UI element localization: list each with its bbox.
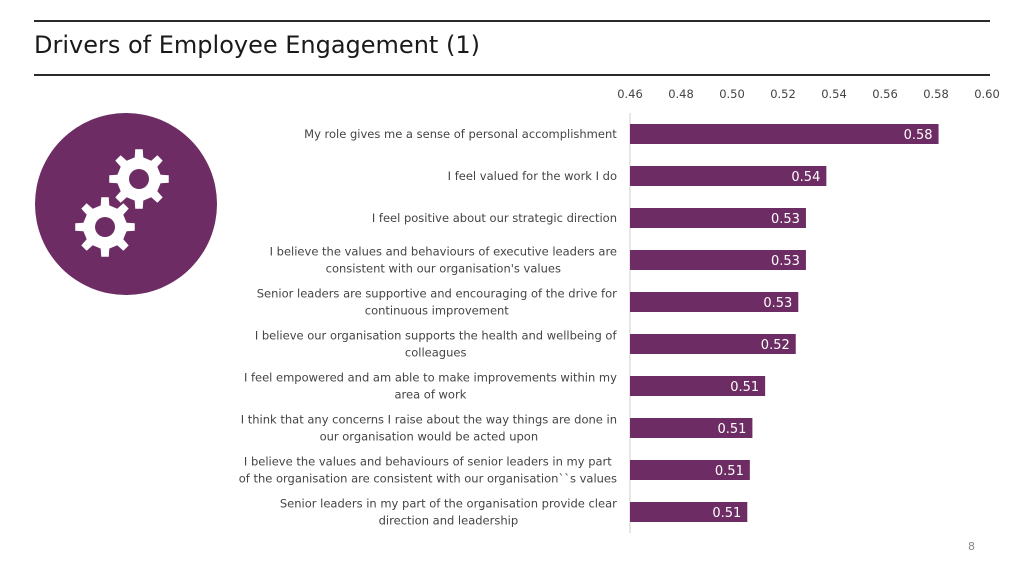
x-tick-label: 0.46 bbox=[617, 87, 643, 101]
bar bbox=[630, 502, 748, 522]
page-number: 8 bbox=[968, 540, 975, 553]
category-label: My role gives me a sense of personal acc… bbox=[304, 127, 617, 141]
bar bbox=[630, 250, 806, 270]
data-label: 0.53 bbox=[771, 254, 800, 269]
x-tick-label: 0.58 bbox=[923, 87, 949, 101]
bar bbox=[630, 292, 799, 312]
bar bbox=[630, 334, 796, 354]
category-label: I feel positive about our strategic dire… bbox=[372, 211, 617, 225]
title-underline bbox=[34, 74, 990, 76]
x-tick-label: 0.48 bbox=[668, 87, 694, 101]
category-label: I feel valued for the work I do bbox=[448, 169, 617, 183]
bar bbox=[630, 208, 806, 228]
category-label: Senior leaders are supportive and encour… bbox=[257, 287, 617, 318]
x-tick-label: 0.52 bbox=[770, 87, 796, 101]
x-tick-label: 0.54 bbox=[821, 87, 847, 101]
data-label: 0.51 bbox=[715, 464, 744, 479]
bar bbox=[630, 376, 766, 396]
category-label: I believe the values and behaviours of e… bbox=[270, 245, 617, 276]
bar bbox=[630, 166, 827, 186]
bar bbox=[630, 418, 753, 438]
data-label: 0.58 bbox=[904, 128, 933, 143]
category-label: I think that any concerns I raise about … bbox=[241, 413, 617, 444]
data-label: 0.52 bbox=[761, 338, 790, 353]
gears-icon-graphic bbox=[75, 149, 169, 257]
data-label: 0.53 bbox=[763, 296, 792, 311]
category-label: I believe the values and behaviours of s… bbox=[239, 455, 617, 486]
data-label: 0.51 bbox=[730, 380, 759, 395]
data-label: 0.54 bbox=[791, 170, 820, 185]
bar bbox=[630, 124, 939, 144]
x-tick-label: 0.60 bbox=[974, 87, 1000, 101]
category-label: I believe our organisation supports the … bbox=[255, 329, 618, 360]
gear-small-icon bbox=[75, 197, 135, 257]
data-label: 0.51 bbox=[717, 422, 746, 437]
bar bbox=[630, 460, 750, 480]
top-rule bbox=[34, 20, 990, 22]
data-label: 0.51 bbox=[712, 506, 741, 521]
category-label: Senior leaders in my part of the organis… bbox=[280, 497, 617, 528]
x-tick-label: 0.50 bbox=[719, 87, 745, 101]
data-label: 0.53 bbox=[771, 212, 800, 227]
page-title: Drivers of Employee Engagement (1) bbox=[34, 31, 480, 59]
x-tick-label: 0.56 bbox=[872, 87, 898, 101]
gears-icon bbox=[35, 113, 217, 295]
category-label: I feel empowered and am able to make imp… bbox=[244, 371, 617, 402]
gear-large-icon bbox=[109, 149, 169, 209]
